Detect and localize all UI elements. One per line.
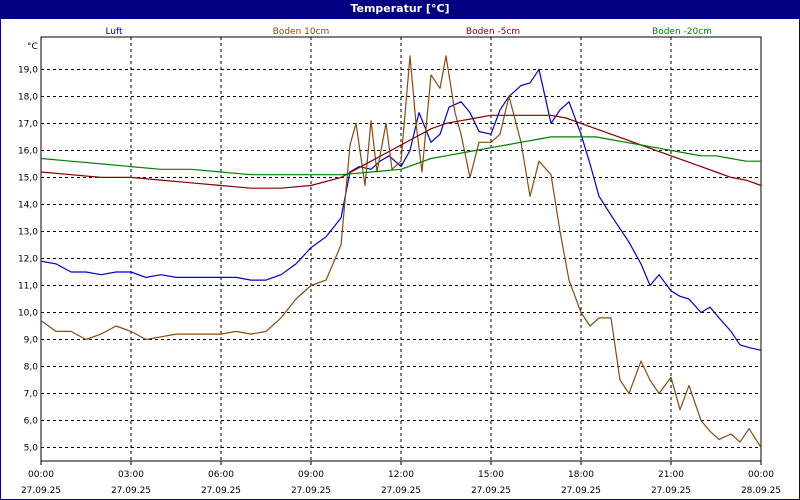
y-tick-label: 7,0 — [24, 389, 39, 399]
series-lines — [40, 55, 762, 448]
x-tick-time: 00:00 — [28, 470, 54, 480]
y-tick-label: 8,0 — [24, 362, 39, 372]
y-tick-label: 6,0 — [24, 416, 39, 426]
legend-item-luft: Luft — [105, 27, 123, 37]
chart-frame: 5,0 6,0 7,0 8,0 9,0 10,0 11,0 12,0 13,0 14,0 15,0 1… — [0, 18, 800, 500]
y-tick-label: 17,0 — [18, 119, 38, 129]
plot-border — [40, 36, 762, 462]
series-line-boden-10cm — [40, 55, 762, 448]
series-line-luft — [40, 68, 762, 351]
series-line-boden-5cm — [40, 114, 762, 189]
x-tick-date: 27.09.25 — [21, 486, 61, 496]
x-tick-date: 27.09.25 — [651, 486, 691, 496]
x-tick-date: 27.09.25 — [201, 486, 241, 496]
series-line-boden-20cm — [40, 136, 761, 176]
grid — [41, 37, 761, 461]
y-tick-label: 10,0 — [18, 308, 38, 318]
y-tick-label: 18,0 — [18, 92, 38, 102]
x-tick-date: 27.09.25 — [471, 486, 511, 496]
y-tick-label: 5,0 — [24, 443, 39, 453]
legend-item-boden-20cm: Boden -20cm — [652, 27, 712, 37]
y-tick-label: 16,0 — [18, 146, 38, 156]
x-tick-date: 28.09.25 — [741, 486, 781, 496]
legend: Luft Boden 10cm Boden -5cm Boden -20cm — [105, 27, 712, 37]
x-tick-time: 00:00 — [748, 470, 774, 480]
x-tick-time: 12:00 — [388, 470, 414, 480]
legend-item-boden-5cm: Boden -5cm — [466, 27, 520, 37]
x-tick-date: 27.09.25 — [561, 486, 601, 496]
x-tick-time: 18:00 — [568, 470, 594, 480]
y-tick-label: 9,0 — [24, 335, 39, 345]
y-tick-label: 15,0 — [18, 173, 38, 183]
y-tick-label: 11,0 — [18, 281, 38, 291]
y-tick-label: 19,0 — [18, 65, 38, 75]
x-tick-time: 21:00 — [658, 470, 684, 480]
x-tick-date: 27.09.25 — [111, 486, 151, 496]
temperature-chart: 5,0 6,0 7,0 8,0 9,0 10,0 11,0 12,0 13,0 14,0 15,0 1… — [18, 27, 781, 496]
x-tick-time: 09:00 — [298, 470, 324, 480]
x-tick-time: 15:00 — [478, 470, 504, 480]
legend-item-boden-10cm: Boden 10cm — [273, 27, 330, 37]
y-tick-label: 12,0 — [18, 254, 38, 264]
y-axis-unit: °C — [27, 42, 38, 52]
x-tick-date: 27.09.25 — [291, 486, 331, 496]
x-tick-date: 27.09.25 — [381, 486, 421, 496]
axes: 5,0 6,0 7,0 8,0 9,0 10,0 11,0 12,0 13,0 14,0 15,0 1… — [18, 36, 781, 496]
x-tick-time: 06:00 — [208, 470, 234, 480]
y-tick-label: 13,0 — [18, 227, 38, 237]
chart-title: Temperatur [°C] — [0, 0, 800, 18]
y-tick-label: 14,0 — [18, 200, 38, 210]
x-tick-time: 03:00 — [118, 470, 144, 480]
